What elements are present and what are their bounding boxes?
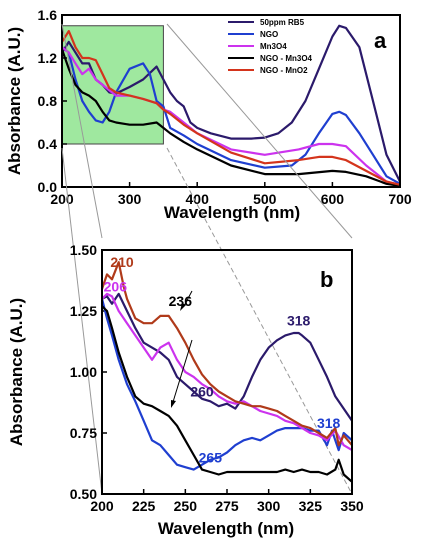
panel-b-series — [100, 261, 353, 483]
series-line-ngo-mn3o4 — [60, 49, 401, 187]
panel-a-letter: a — [374, 28, 387, 53]
peak-label: 318 — [317, 415, 341, 431]
x-tick-label: 700 — [388, 191, 412, 207]
series-line-ngo — [61, 46, 401, 185]
panel-b-y-axis-label: Absorbance (A.U.) — [7, 298, 26, 446]
arrow-236-upper — [183, 290, 193, 307]
panel-a-x-axis-label: Wavelength (nm) — [164, 203, 300, 222]
panel-b-annotation-arrows — [171, 290, 193, 408]
x-tick-label: 275 — [215, 498, 239, 514]
series-line-mn3o4 — [101, 292, 353, 452]
x-tick-label: 300 — [118, 191, 142, 207]
connector-line-bottom-left — [61, 147, 103, 495]
panel-b-x-tick-labels: 200 225 250 275 300 325 350 — [90, 498, 364, 514]
series-line-50ppm-rb5 — [101, 292, 353, 422]
series-line-ngo — [100, 298, 353, 471]
peak-label: 265 — [199, 449, 223, 465]
x-tick-label: 400 — [186, 191, 210, 207]
connector-line-dashed — [166, 147, 353, 495]
peak-label: 260 — [190, 383, 214, 399]
x-tick-label: 350 — [340, 498, 364, 514]
panel-b-letter: b — [320, 267, 333, 292]
legend-entry: Mn3O4 — [260, 42, 287, 51]
legend-entry: NGO — [260, 30, 278, 39]
panel-b-y-tick-labels: 0.50 0.75 1.00 1.25 1.50 — [70, 242, 97, 502]
panel-b: 200 225 250 275 300 325 350 0.50 0.75 1.00 1.25 1.… — [7, 242, 364, 538]
y-tick-label: 0.50 — [70, 486, 97, 502]
y-tick-label: 1.25 — [70, 303, 97, 319]
x-tick-label: 225 — [132, 498, 156, 514]
arrow-236-lower — [172, 339, 193, 403]
y-tick-label: 0.4 — [38, 136, 58, 152]
y-tick-label: 1.00 — [70, 364, 97, 380]
series-line-ngo-mno2 — [61, 30, 401, 186]
series-line-ngo-mn3o4 — [101, 305, 353, 483]
y-tick-label: 0.8 — [38, 93, 58, 109]
series-line-ngo-mno2 — [100, 261, 353, 447]
panel-b-ticks — [101, 249, 353, 495]
peak-label: 210 — [110, 254, 134, 270]
panel-b-frame — [101, 249, 353, 495]
y-tick-label: 1.6 — [38, 7, 58, 23]
connector-line-top-right — [166, 23, 353, 239]
connector-line-top-left — [61, 23, 103, 239]
y-tick-label: 1.2 — [38, 50, 58, 66]
panel-a: 200 300 400 500 600 700 0.00.40.81.21.6 Wavel… — [5, 7, 412, 222]
y-tick-label: 0.75 — [70, 425, 97, 441]
panel-a-y-axis-label: Absorbance (A.U.) — [5, 27, 24, 175]
zoom-connector-lines — [61, 23, 353, 495]
panel-b-x-axis-label: Wavelength (nm) — [158, 519, 294, 538]
x-tick-label: 325 — [299, 498, 323, 514]
legend-entry: NGO - Mn3O4 — [260, 54, 313, 63]
x-tick-label: 250 — [174, 498, 198, 514]
arrow-236-lower-head — [171, 400, 176, 408]
x-tick-label: 300 — [257, 498, 281, 514]
panel-a-series — [60, 24, 401, 187]
peak-label: 206 — [104, 278, 128, 294]
panel-b-peak-annotations: 210 206 236 318 260 318 265 — [104, 254, 341, 465]
x-tick-label: 200 — [90, 498, 114, 514]
x-tick-label: 600 — [321, 191, 345, 207]
y-tick-label: 0.0 — [38, 179, 58, 195]
x-tick-label: 500 — [253, 191, 277, 207]
y-tick-label: 1.50 — [70, 242, 97, 258]
panel-a-legend: 50ppm RB5 NGO Mn3O4 NGO - Mn3O4 NGO - MnO2 — [228, 18, 313, 75]
peak-label: 318 — [287, 313, 311, 329]
arrow-236-upper-head — [180, 303, 186, 311]
legend-entry: 50ppm RB5 — [260, 18, 305, 27]
panel-a-y-tick-labels: 0.0 0.4 0.8 1.2 1.6 — [38, 7, 58, 195]
peak-label: 236 — [169, 293, 193, 309]
panel-a-frame — [61, 14, 401, 188]
legend-entry: NGO - MnO2 — [260, 66, 308, 75]
